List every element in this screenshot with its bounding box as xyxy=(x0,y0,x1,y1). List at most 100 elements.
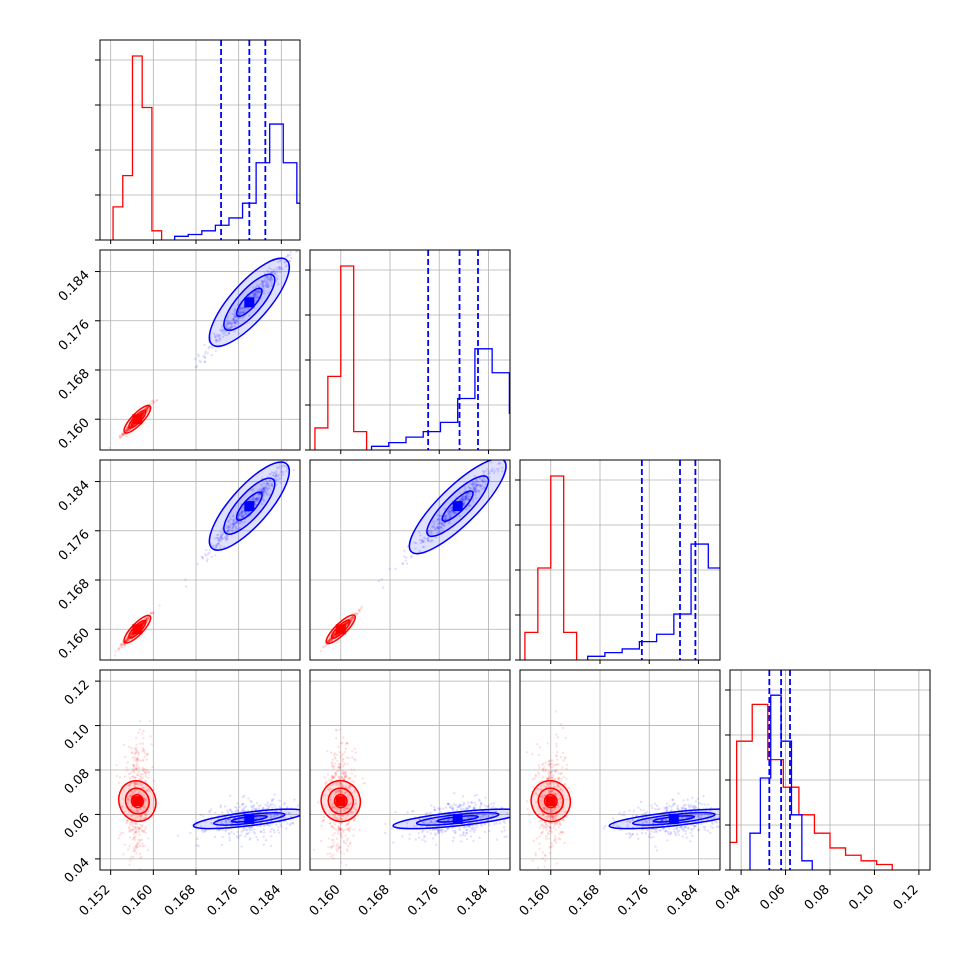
point xyxy=(335,770,338,774)
point xyxy=(122,853,125,856)
point xyxy=(497,461,501,465)
point xyxy=(419,541,423,545)
point xyxy=(348,777,351,781)
point xyxy=(256,290,260,293)
point xyxy=(123,843,126,846)
point xyxy=(555,754,558,757)
point xyxy=(142,410,146,414)
point xyxy=(214,544,218,547)
point xyxy=(285,470,288,473)
panel-inner-2-2 xyxy=(520,460,720,660)
point xyxy=(132,833,136,836)
peak-blue-3-0 xyxy=(244,813,255,824)
point xyxy=(125,639,128,643)
point xyxy=(215,545,218,548)
point xyxy=(143,751,146,754)
point xyxy=(553,793,557,796)
point xyxy=(394,810,397,814)
point xyxy=(250,805,253,808)
point xyxy=(345,621,349,624)
point xyxy=(446,827,449,831)
point xyxy=(145,617,148,621)
point xyxy=(136,773,140,776)
point xyxy=(443,819,446,822)
point xyxy=(146,617,149,620)
point xyxy=(322,646,325,649)
point xyxy=(125,638,128,641)
point xyxy=(184,585,188,588)
point xyxy=(227,528,231,531)
point xyxy=(254,816,258,820)
point xyxy=(252,497,256,501)
point xyxy=(126,639,129,643)
point xyxy=(229,523,232,526)
point xyxy=(286,822,289,825)
point xyxy=(120,642,123,646)
point xyxy=(127,638,130,642)
point xyxy=(479,484,483,487)
point xyxy=(225,536,228,540)
point xyxy=(118,776,122,779)
point xyxy=(226,537,229,541)
point xyxy=(467,504,471,507)
point xyxy=(130,820,134,824)
point xyxy=(119,643,123,646)
point xyxy=(129,772,132,775)
point xyxy=(231,521,235,524)
point xyxy=(441,527,445,530)
point xyxy=(468,492,472,496)
point xyxy=(131,424,134,427)
point xyxy=(488,475,491,479)
point xyxy=(151,399,154,402)
point xyxy=(224,537,227,540)
point xyxy=(347,828,350,831)
point xyxy=(270,798,274,801)
point xyxy=(447,507,451,511)
point xyxy=(229,326,232,329)
point xyxy=(280,474,283,477)
panel-1-1 xyxy=(305,249,511,454)
point xyxy=(320,824,323,828)
point xyxy=(346,621,349,625)
point xyxy=(262,487,265,490)
point xyxy=(350,768,353,771)
point xyxy=(254,817,258,820)
point xyxy=(348,793,351,796)
point xyxy=(325,643,328,646)
point xyxy=(142,793,145,797)
point xyxy=(235,520,238,523)
point xyxy=(269,804,272,807)
point xyxy=(424,537,427,540)
point xyxy=(266,823,270,827)
point xyxy=(548,846,551,849)
point xyxy=(464,495,467,498)
ytick-label-3-0: 0.04 xyxy=(62,855,93,886)
point xyxy=(205,828,208,832)
point xyxy=(464,807,467,810)
point xyxy=(145,789,148,792)
point xyxy=(124,640,128,643)
point xyxy=(227,529,230,533)
point xyxy=(471,828,474,831)
point xyxy=(280,470,283,474)
point xyxy=(346,814,350,817)
point xyxy=(352,811,355,815)
point xyxy=(134,768,137,771)
point xyxy=(263,489,266,492)
point xyxy=(474,496,478,500)
point xyxy=(233,310,236,313)
point xyxy=(336,817,339,821)
point xyxy=(131,423,134,427)
point xyxy=(331,833,334,837)
point xyxy=(223,333,226,337)
point xyxy=(230,324,234,328)
point xyxy=(129,424,132,428)
point xyxy=(473,806,476,809)
point xyxy=(327,640,331,644)
point xyxy=(280,813,283,817)
point xyxy=(255,289,258,293)
point xyxy=(240,521,243,524)
point xyxy=(453,792,456,795)
point xyxy=(436,523,440,526)
point xyxy=(237,311,240,314)
